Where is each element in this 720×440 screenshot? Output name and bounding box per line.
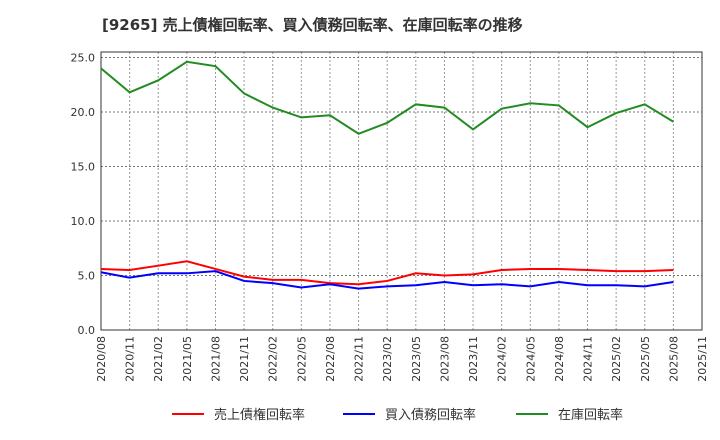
legend-label: 在庫回転率 xyxy=(558,407,623,423)
legend-label: 売上債権回転率 xyxy=(214,407,305,423)
x-tick-label: 2023/02 xyxy=(381,336,394,382)
y-tick-label: 5.0 xyxy=(78,269,96,282)
plot-frame xyxy=(100,51,703,331)
x-tick-label: 2021/02 xyxy=(152,336,165,382)
x-tick-label: 2025/02 xyxy=(610,336,623,382)
x-tick-label: 2024/11 xyxy=(582,336,595,382)
x-tick-label: 2024/05 xyxy=(524,336,537,382)
x-tick-label: 2021/05 xyxy=(181,336,194,382)
y-tick-label: 25.0 xyxy=(71,51,96,64)
x-tick-label: 2020/08 xyxy=(95,336,108,382)
y-tick-label: 10.0 xyxy=(71,215,96,228)
y-tick-label: 20.0 xyxy=(71,106,96,119)
x-tick-label: 2022/11 xyxy=(353,336,366,382)
x-tick-label: 2023/11 xyxy=(467,336,480,382)
x-tick-label: 2025/11 xyxy=(696,336,709,382)
x-tick-label: 2022/08 xyxy=(324,336,337,382)
x-tick-label: 2025/05 xyxy=(639,336,652,382)
x-tick-label: 2024/08 xyxy=(553,336,566,382)
y-tick-label: 15.0 xyxy=(71,160,96,173)
legend-label: 買入債務回転率 xyxy=(385,407,476,423)
x-tick-label: 2024/02 xyxy=(496,336,509,382)
x-tick-label: 2021/08 xyxy=(209,336,222,382)
chart-title: [9265] 売上債権回転率、買入債務回転率、在庫回転率の推移 xyxy=(102,16,523,34)
y-tick-label: 0.0 xyxy=(78,324,96,337)
x-tick-label: 2021/11 xyxy=(238,336,251,382)
x-tick-label: 2025/08 xyxy=(667,336,680,382)
x-tick-label: 2023/05 xyxy=(410,336,423,382)
x-tick-label: 2022/05 xyxy=(295,336,308,382)
x-tick-label: 2023/08 xyxy=(438,336,451,382)
x-tick-label: 2020/11 xyxy=(124,336,137,382)
x-tick-label: 2022/02 xyxy=(267,336,280,382)
